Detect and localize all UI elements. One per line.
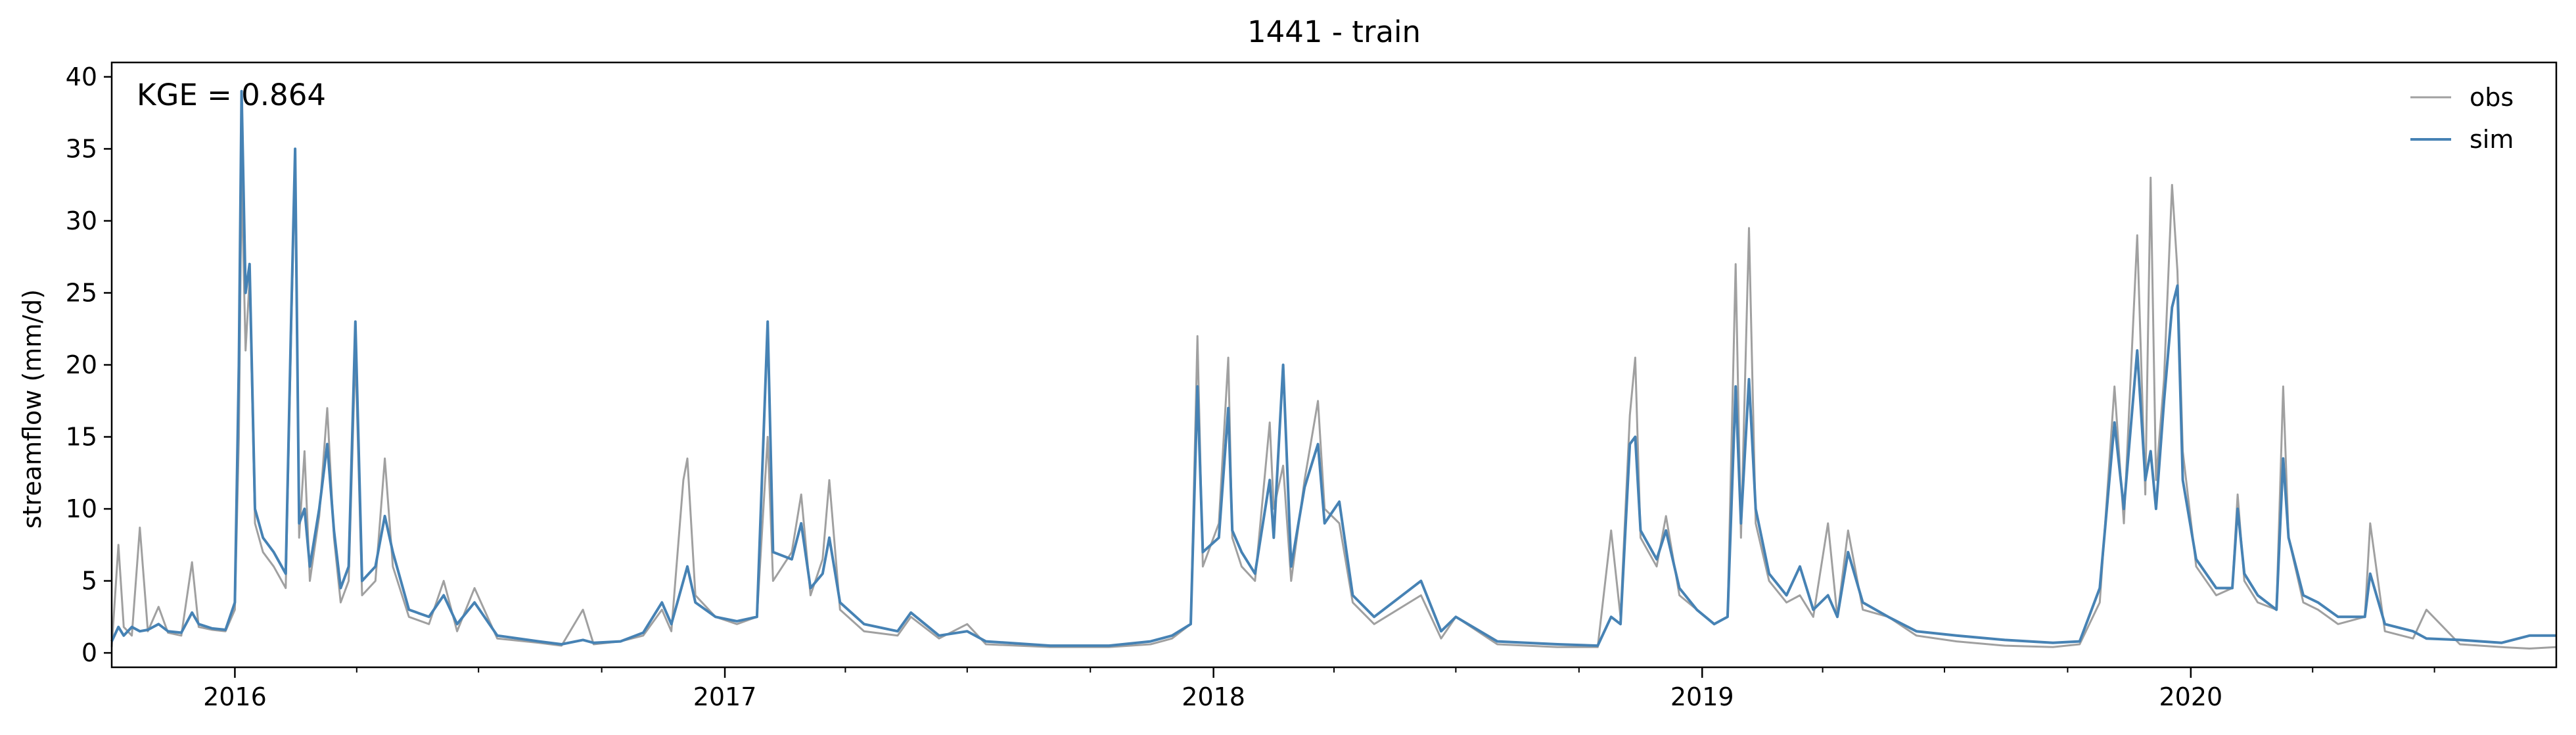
y-tick-label: 0 bbox=[81, 638, 97, 667]
legend-label-sim: sim bbox=[2470, 125, 2514, 154]
y-axis-label: streamflow (mm/d) bbox=[18, 289, 47, 529]
y-tick-label: 30 bbox=[66, 206, 97, 235]
y-tick-label: 20 bbox=[66, 350, 97, 379]
chart-title: 1441 - train bbox=[1247, 14, 1421, 49]
legend-label-obs: obs bbox=[2470, 83, 2514, 112]
y-tick-label: 25 bbox=[66, 278, 97, 307]
y-tick-label: 35 bbox=[66, 134, 97, 163]
y-ticks: 0 5 10 15 20 25 30 35 40 bbox=[66, 62, 112, 667]
x-ticks: 2016 2017 2018 2019 2020 bbox=[203, 667, 2222, 711]
x-tick-label: 2016 bbox=[203, 682, 267, 711]
y-tick-label: 5 bbox=[81, 567, 97, 596]
x-tick-label: 2018 bbox=[1182, 682, 1245, 711]
x-minor-ticks bbox=[356, 667, 2435, 673]
legend: obs sim bbox=[2410, 83, 2514, 154]
kge-annotation: KGE = 0.864 bbox=[137, 78, 326, 112]
x-tick-label: 2017 bbox=[693, 682, 757, 711]
y-tick-label: 15 bbox=[66, 423, 97, 452]
x-tick-label: 2020 bbox=[2159, 682, 2222, 711]
series-line-sim bbox=[110, 89, 2556, 648]
x-tick-label: 2019 bbox=[1670, 682, 1734, 711]
y-tick-label: 40 bbox=[66, 62, 97, 91]
series-group bbox=[110, 89, 2557, 650]
y-tick-label: 10 bbox=[66, 494, 97, 523]
